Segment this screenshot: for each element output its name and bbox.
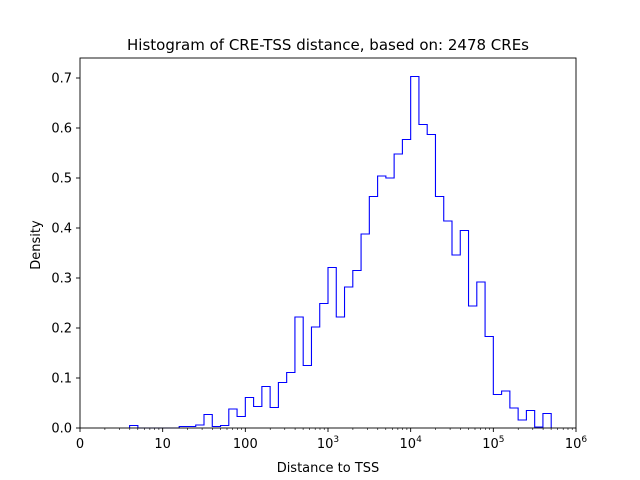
y-tick-label: 0.3: [51, 272, 72, 287]
x-tick-label: 105: [482, 435, 504, 452]
chart-title: Histogram of CRE-TSS distance, based on:…: [127, 36, 529, 54]
y-tick-label: 0.2: [51, 322, 72, 337]
x-axis-title: Distance to TSS: [277, 461, 380, 476]
plot-area: 0.0 0.1 0.2 0.3 0.4 0.5 0.6 0.7 0 10 100 103 104 105 1…: [51, 57, 588, 452]
y-axis-title: Density: [29, 220, 44, 270]
x-tick-label: 104: [400, 435, 423, 452]
y-tick-label: 0.1: [51, 372, 72, 387]
x-tick-label: 103: [317, 435, 339, 452]
y-tick-label: 0.7: [51, 72, 72, 87]
y-tick-label: 0.5: [51, 172, 72, 187]
x-tick-label: 100: [233, 437, 258, 452]
histogram-step-line: [129, 75, 552, 429]
x-tick-label: 0: [76, 437, 84, 452]
y-tick-label: 0.6: [51, 122, 72, 137]
x-tick-label: 10: [154, 437, 171, 452]
y-tick-label: 0.0: [51, 422, 72, 437]
x-tick-label: 106: [565, 435, 588, 452]
y-tick-label: 0.4: [51, 222, 72, 237]
